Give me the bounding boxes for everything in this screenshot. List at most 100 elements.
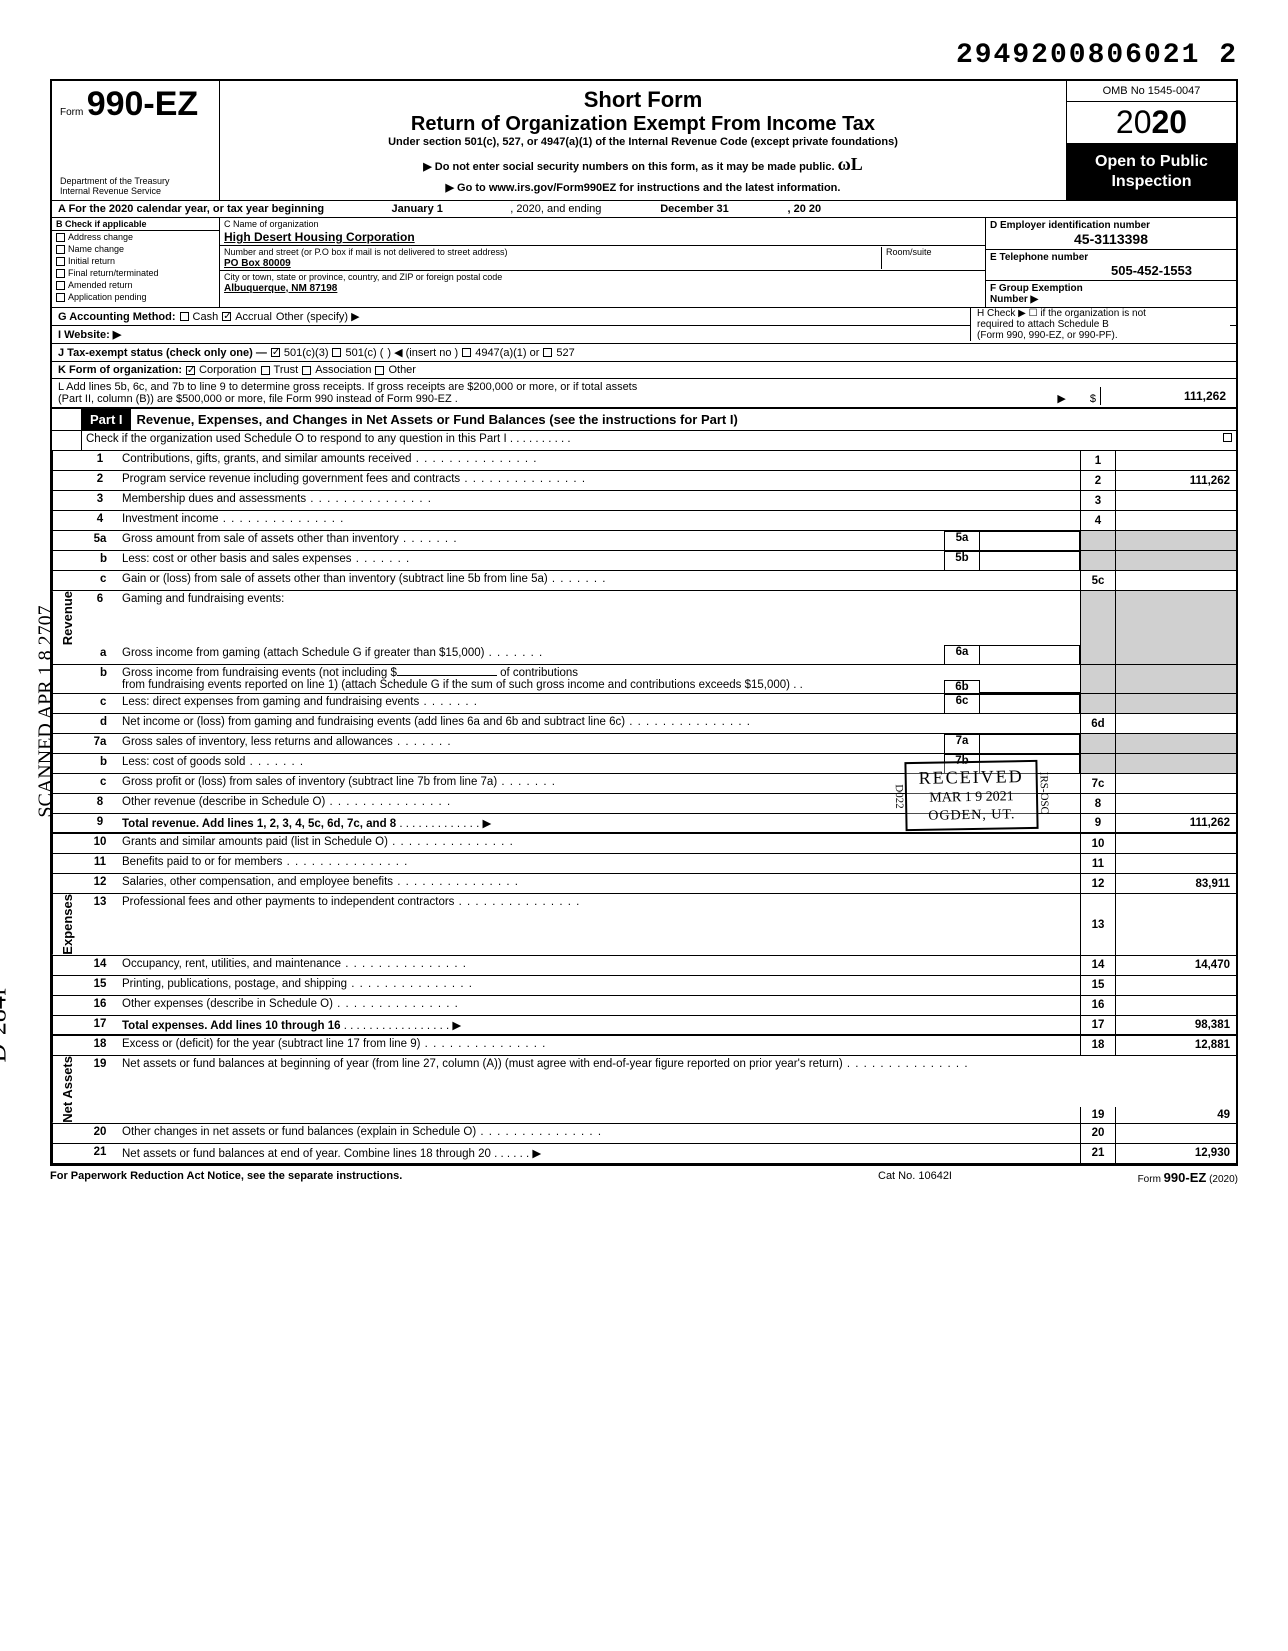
phone-value: 505-452-1553 <box>990 263 1232 278</box>
return-title: Return of Organization Exempt From Incom… <box>230 113 1056 136</box>
line20-desc: Other changes in net assets or fund bala… <box>118 1124 1080 1143</box>
row-j: J Tax-exempt status (check only one) — 5… <box>50 344 1238 362</box>
line12-amt: 83,911 <box>1116 874 1236 893</box>
row-l: L Add lines 5b, 6c, and 7b to line 9 to … <box>50 379 1238 409</box>
ssn-warning: ▶ Do not enter social security numbers o… <box>423 154 863 175</box>
line4-desc: Investment income <box>118 511 1080 530</box>
tax-year: 2020 <box>1067 102 1236 143</box>
goto-line: ▶ Go to www.irs.gov/Form990EZ for instru… <box>230 181 1056 194</box>
line1-desc: Contributions, gifts, grants, and simila… <box>118 451 1080 470</box>
line19-amt: 49 <box>1116 1107 1236 1123</box>
h-check: H Check ▶ ☐ if the organization is not r… <box>970 308 1230 341</box>
org-name: High Desert Housing Corporation <box>224 230 415 244</box>
chk-4947[interactable] <box>462 348 471 357</box>
footer: For Paperwork Reduction Act Notice, see … <box>50 1164 1238 1189</box>
row-g: G Accounting Method: Cash Accrual Other … <box>50 307 1238 326</box>
chk-address-change[interactable]: Address change <box>52 231 219 243</box>
chk-name-change[interactable]: Name change <box>52 243 219 255</box>
line3-amt <box>1116 491 1236 510</box>
addr-label: Number and street (or P.O box if mail is… <box>224 247 507 257</box>
line16-desc: Other expenses (describe in Schedule O) <box>118 996 1080 1015</box>
city-label: City or town, state or province, country… <box>224 272 502 282</box>
part1-label: Part I <box>82 409 131 430</box>
line11-desc: Benefits paid to or for members <box>118 854 1080 873</box>
line6b-desc: Gross income from fundraising events (no… <box>118 665 944 693</box>
part1-header: Part I Revenue, Expenses, and Changes in… <box>50 409 1238 431</box>
netassets-side-label: Net Assets <box>52 1056 82 1123</box>
chk-501c[interactable] <box>332 348 341 357</box>
ein-value: 45-3113398 <box>990 231 1232 247</box>
po-box: PO Box 80009 <box>224 258 291 269</box>
line7a-desc: Gross sales of inventory, less returns a… <box>118 734 944 753</box>
section-bcd: B Check if applicable Address change Nam… <box>50 218 1238 307</box>
c-label: C Name of organization <box>224 219 319 229</box>
gross-receipts-amount: 111,262 <box>1100 387 1230 405</box>
handwrite-d284: D-284f <box>0 987 13 1062</box>
line19-desc: Net assets or fund balances at beginning… <box>118 1056 1080 1123</box>
form-number: 990-EZ <box>87 85 199 123</box>
footer-cat: Cat No. 10642I <box>878 1170 1078 1185</box>
line1-amt <box>1116 451 1236 470</box>
chk-other-org[interactable] <box>375 366 384 375</box>
chk-527[interactable] <box>543 348 552 357</box>
line3-desc: Membership dues and assessments <box>118 491 1080 510</box>
footer-left: For Paperwork Reduction Act Notice, see … <box>50 1170 878 1185</box>
b-label: B Check if applicable <box>52 218 219 231</box>
line15-desc: Printing, publications, postage, and shi… <box>118 976 1080 995</box>
handwrite-scanned: SCANNED APR 1 8 2707 <box>35 605 58 817</box>
expenses-side-label: Expenses <box>52 894 82 955</box>
chk-accrual[interactable] <box>222 312 231 321</box>
chk-application-pending[interactable]: Application pending <box>52 291 219 303</box>
short-form-label: Short Form <box>230 87 1056 113</box>
part1-check: Check if the organization used Schedule … <box>50 431 1238 451</box>
chk-association[interactable] <box>302 366 311 375</box>
under-section: Under section 501(c), 527, or 4947(a)(1)… <box>230 136 1056 148</box>
line21-desc: Net assets or fund balances at end of ye… <box>118 1144 1080 1163</box>
line9-amt: 111,262 <box>1116 814 1236 832</box>
line5b-desc: Less: cost or other basis and sales expe… <box>118 551 944 570</box>
chk-initial-return[interactable]: Initial return <box>52 255 219 267</box>
line10-desc: Grants and similar amounts paid (list in… <box>118 834 1080 853</box>
chk-amended[interactable]: Amended return <box>52 279 219 291</box>
chk-schedule-o[interactable] <box>1223 433 1232 442</box>
city-value: Albuquerque, NM 87198 <box>224 283 337 294</box>
line5c-desc: Gain or (loss) from sale of assets other… <box>118 571 1080 590</box>
document-number: 2949200806021 2 <box>50 40 1238 71</box>
line17-desc: Total expenses. Add lines 10 through 16 … <box>118 1016 1080 1034</box>
signature-mark: ωL <box>838 154 863 174</box>
line18-desc: Excess or (deficit) for the year (subtra… <box>118 1036 1080 1055</box>
chk-trust[interactable] <box>261 366 270 375</box>
chk-cash[interactable] <box>180 312 189 321</box>
received-stamp: RECEIVED MAR 1 9 2021 OGDEN, UT. IRS-OSC… <box>904 760 1038 831</box>
line14-amt: 14,470 <box>1116 956 1236 975</box>
chk-corporation[interactable] <box>186 366 195 375</box>
form-prefix: Form <box>60 107 83 118</box>
f-label: F Group Exemption Number ▶ <box>986 281 1236 307</box>
line12-desc: Salaries, other compensation, and employ… <box>118 874 1080 893</box>
line17-amt: 98,381 <box>1116 1016 1236 1034</box>
e-label: E Telephone number <box>990 252 1088 263</box>
open-to-public: Open to Public Inspection <box>1067 143 1236 200</box>
dept-treasury: Department of the Treasury Internal Reve… <box>60 176 211 196</box>
line5a-desc: Gross amount from sale of assets other t… <box>118 531 944 550</box>
line18-amt: 12,881 <box>1116 1036 1236 1055</box>
line13-desc: Professional fees and other payments to … <box>118 894 1080 955</box>
row-k: K Form of organization: Corporation Trus… <box>50 362 1238 379</box>
row-a-tax-year: A For the 2020 calendar year, or tax yea… <box>50 200 1238 218</box>
chk-final-return[interactable]: Final return/terminated <box>52 267 219 279</box>
line6-desc: Gaming and fundraising events: <box>118 591 1080 645</box>
line2-desc: Program service revenue including govern… <box>118 471 1080 490</box>
line7b-desc: Less: cost of goods sold <box>118 754 944 773</box>
line6c-desc: Less: direct expenses from gaming and fu… <box>118 694 944 713</box>
footer-form: Form 990-EZ (2020) <box>1078 1170 1238 1185</box>
line4-amt <box>1116 511 1236 530</box>
part1-title: Revenue, Expenses, and Changes in Net As… <box>131 409 1236 430</box>
line14-desc: Occupancy, rent, utilities, and maintena… <box>118 956 1080 975</box>
line6d-desc: Net income or (loss) from gaming and fun… <box>118 714 1080 733</box>
line21-amt: 12,930 <box>1116 1144 1236 1163</box>
d-label: D Employer identification number <box>990 220 1150 231</box>
form-header: Form 990-EZ Department of the Treasury I… <box>50 79 1238 200</box>
room-suite-label: Room/suite <box>881 247 981 269</box>
chk-501c3[interactable] <box>271 348 280 357</box>
omb-number: OMB No 1545-0047 <box>1067 81 1236 102</box>
